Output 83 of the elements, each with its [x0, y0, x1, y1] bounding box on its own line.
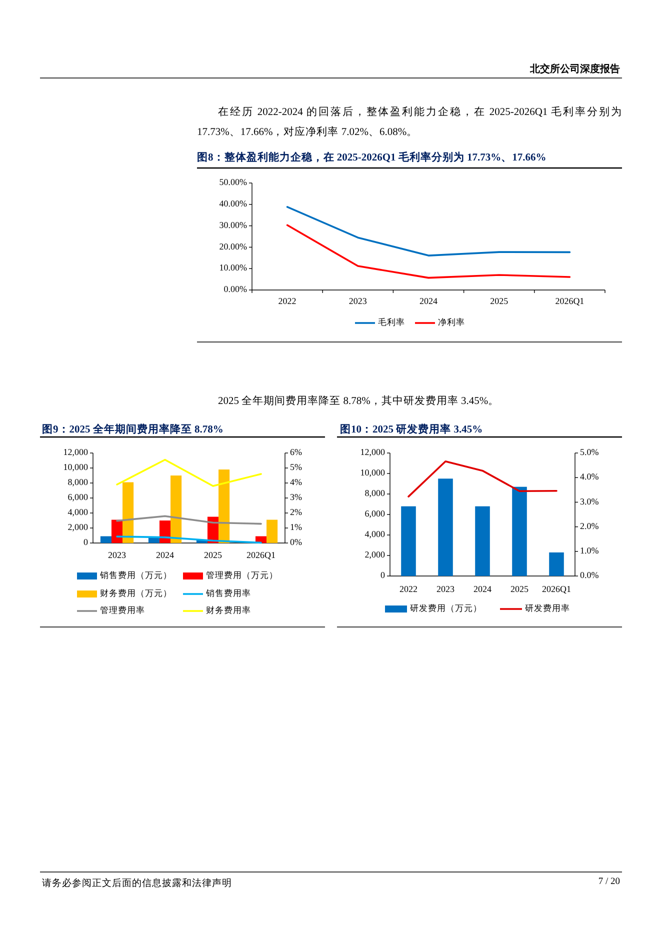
- line-series: [408, 460, 558, 498]
- x-tick-label: 2026Q1: [555, 296, 584, 306]
- x-tick-label: 2025: [510, 584, 529, 594]
- text: 在经历 2022-2024 的回落后，整体盈利能力企稳，在 2025-2026Q1 毛利率分别为 17.73%、17.66%，对应净利率 7.02%、6.08%。: [197, 105, 622, 140]
- bar: [122, 482, 134, 543]
- line-series: [116, 515, 262, 525]
- x-tick-label: 2026Q1: [542, 584, 571, 594]
- y2-tick-label: 5%: [290, 462, 302, 472]
- line-series: [286, 224, 571, 279]
- legend-label: 净利率: [438, 316, 465, 327]
- bar: [401, 506, 416, 576]
- bar: [218, 470, 230, 543]
- y2-tick-label: 4%: [290, 477, 302, 488]
- x-tick-label: 2024: [474, 584, 492, 594]
- y-tick-label: 12,000: [360, 447, 386, 458]
- x-tick-label: 2025: [204, 550, 222, 560]
- y-tick-label: 0.00%: [224, 284, 248, 294]
- y-tick-label: 8,000: [68, 477, 88, 488]
- y-tick-label: 30.00%: [219, 220, 248, 230]
- x-tick-label: 2023: [436, 584, 455, 594]
- legend-label: 财务费用率: [206, 604, 251, 615]
- y-tick-label: 10.00%: [219, 262, 248, 273]
- y2-tick-label: 4.0%: [580, 472, 600, 482]
- chart-title: 图10：2025 研发费用率 3.45%: [340, 422, 483, 436]
- text: 7 / 20: [597, 877, 620, 887]
- y2-tick-label: 5.0%: [580, 447, 600, 458]
- y-tick-label: 2,000: [68, 522, 88, 532]
- bar: [159, 520, 171, 543]
- y-tick-label: 40.00%: [219, 198, 248, 208]
- y-tick-label: 4,000: [68, 507, 88, 518]
- text: 2025 全年期间费用率降至 8.78%，其中研发费用率 3.45%。: [217, 394, 500, 409]
- y-tick-label: 12,000: [63, 447, 88, 458]
- legend-label: 毛利率: [378, 316, 405, 327]
- legend-label: 财务费用（万元）: [100, 588, 172, 598]
- y2-tick-label: 0.0%: [580, 570, 600, 580]
- x-tick-label: 2022: [400, 584, 418, 594]
- bar: [100, 536, 112, 543]
- x-tick-label: 2022: [278, 296, 296, 306]
- line-series: [116, 536, 262, 544]
- chart-title: 图8：整体盈利能力企稳，在 2025-2026Q1 毛利率分别为 17.73%、17.66%: [197, 150, 546, 164]
- x-tick-label: 2023: [348, 296, 368, 306]
- legend-label: 销售费用率: [205, 588, 251, 598]
- x-tick-label: 2024: [420, 296, 438, 306]
- y2-tick-label: 0%: [290, 537, 302, 548]
- x-tick-label: 2024: [156, 550, 174, 560]
- bar: [512, 486, 527, 576]
- y2-tick-label: 6%: [290, 447, 302, 458]
- y2-tick-label: 3.0%: [580, 496, 600, 506]
- y-tick-label: 20.00%: [219, 241, 248, 252]
- legend-label: 管理费用率: [100, 604, 145, 615]
- text: 北交所公司深度报告: [529, 62, 620, 76]
- legend-label: 销售费用（万元）: [99, 570, 172, 580]
- y-tick-label: 10,000: [63, 462, 88, 472]
- y2-tick-label: 1.0%: [580, 545, 600, 556]
- y-tick-label: 50.00%: [219, 177, 248, 188]
- legend-label: 管理费用（万元）: [206, 570, 278, 580]
- y2-tick-label: 2.0%: [580, 520, 600, 531]
- y-tick-label: 6,000: [364, 508, 386, 519]
- chart-title: 图9：2025 全年期间费用率降至 8.78%: [42, 422, 224, 436]
- y-tick-label: 8,000: [364, 488, 386, 498]
- bar: [148, 538, 160, 543]
- legend-label: 研发费用（万元）: [410, 602, 482, 613]
- y-tick-label: 0: [380, 570, 386, 580]
- bar: [549, 552, 564, 576]
- x-tick-label: 2025: [490, 296, 509, 306]
- x-tick-label: 2023: [108, 550, 126, 560]
- y-tick-label: 10,000: [360, 468, 386, 478]
- bar: [170, 476, 182, 543]
- line-series: [116, 458, 262, 487]
- legend-label: 研发费用率: [525, 602, 570, 613]
- text: 请务必参阅正文后面的信息披露和法律声明: [42, 877, 232, 890]
- line-series: [286, 206, 571, 256]
- y2-tick-label: 3%: [290, 492, 302, 502]
- bar: [438, 478, 453, 576]
- y-tick-label: 0: [84, 537, 88, 548]
- y-tick-label: 2,000: [364, 550, 386, 560]
- x-tick-label: 2026Q1: [246, 550, 276, 560]
- y-tick-label: 4,000: [364, 529, 386, 540]
- bar: [475, 506, 490, 576]
- bar: [266, 520, 278, 543]
- y2-tick-label: 2%: [290, 507, 302, 518]
- y2-tick-label: 1%: [290, 522, 302, 532]
- y-tick-label: 6,000: [68, 492, 88, 502]
